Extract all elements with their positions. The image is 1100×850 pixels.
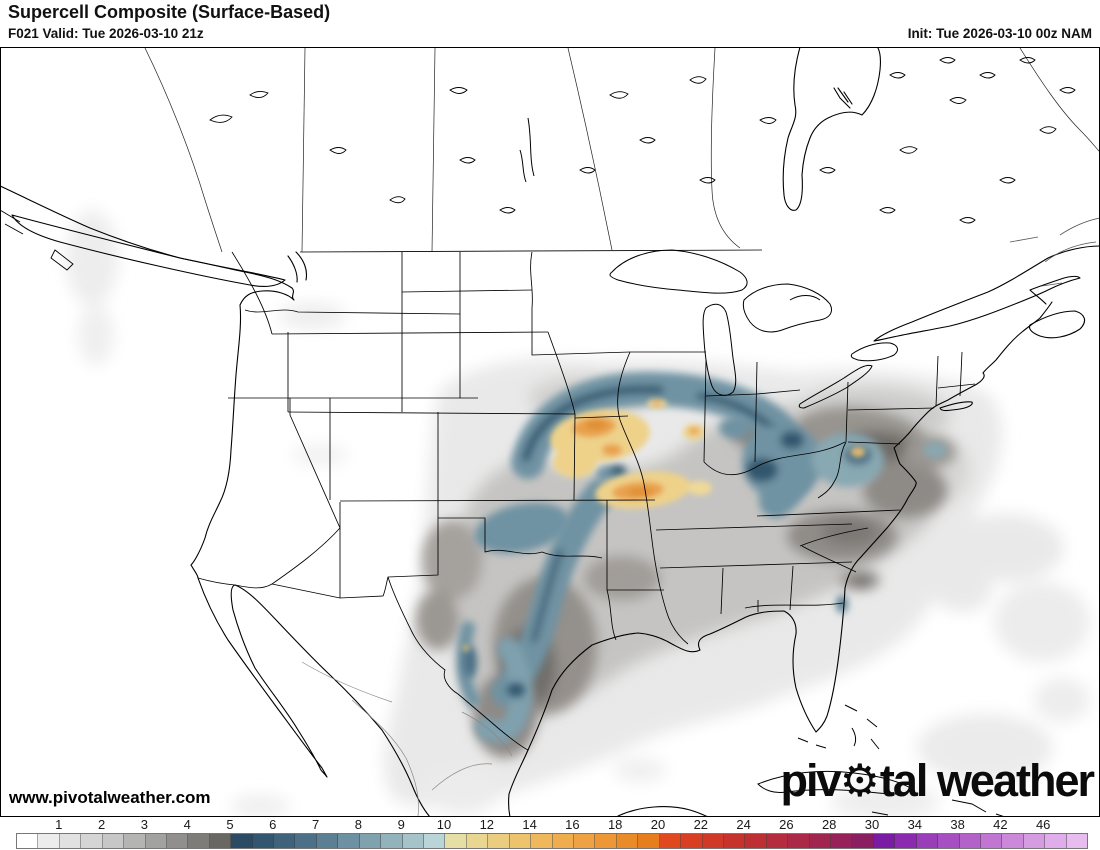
colorbar-segment xyxy=(552,834,574,848)
colorbar-segment xyxy=(1023,834,1046,848)
colorbar-tick-label: 22 xyxy=(693,817,709,832)
colorbar-tick-label: 5 xyxy=(226,817,234,832)
colorbar-segment xyxy=(274,834,296,848)
colorbar-tick-label: 24 xyxy=(736,817,751,832)
colorbar-tick-label: 2 xyxy=(97,817,106,832)
colorbar-segment xyxy=(595,834,617,848)
colorbar-segment xyxy=(102,834,125,848)
colorbar-segment xyxy=(852,834,874,848)
colorbar-tick-label: 20 xyxy=(650,817,666,832)
colorbar-segment xyxy=(166,834,189,848)
canada-province-borders xyxy=(144,48,1099,253)
colorbar-tick-label: 6 xyxy=(269,817,277,832)
colorbar-tick-label: 9 xyxy=(397,817,405,832)
colorbar-tick-label: 10 xyxy=(436,817,452,832)
mexico-state-borders xyxy=(301,661,513,816)
colorbar-segment xyxy=(124,834,146,848)
colorbar-segment xyxy=(1002,834,1024,848)
colorbar-segment xyxy=(745,834,767,848)
colorbar-segment xyxy=(788,834,810,848)
colorbar-tick-label: 46 xyxy=(1035,817,1051,832)
state-borders xyxy=(197,249,976,751)
colorbar-segment xyxy=(681,834,703,848)
colorbar-segment xyxy=(895,834,917,848)
colorbar-segment xyxy=(509,834,532,848)
logo-text-left: piv xyxy=(780,755,842,806)
atlantic-canada-coastlines xyxy=(1009,217,1099,287)
map-canvas xyxy=(1,48,1099,816)
colorbar-segment xyxy=(252,834,275,848)
colorbar-tick-label: 4 xyxy=(183,817,191,832)
colorbar-segment xyxy=(766,834,789,848)
colorbar-segment xyxy=(316,834,339,848)
colorbar-segment xyxy=(445,834,467,848)
small-lakes-and-islands xyxy=(1,57,1076,271)
colorbar-tick-label: 28 xyxy=(821,817,837,832)
colorbar-segment xyxy=(959,834,981,848)
colorbar-segment xyxy=(231,834,253,848)
colorbar-segment xyxy=(402,834,425,848)
colorbar-tick-label: 38 xyxy=(950,817,965,832)
colorbar-tick-label: 34 xyxy=(907,817,923,832)
colorbar-segment xyxy=(209,834,232,848)
logo-text-right: tal weather xyxy=(879,755,1095,806)
forecast-map: www.pivotalweather.com piv⚙tal weather xyxy=(0,47,1100,817)
colorbar-segment xyxy=(809,834,832,848)
colorbar-segment xyxy=(980,834,1003,848)
colorbar-segment xyxy=(573,834,596,848)
colorbar-segment xyxy=(359,834,382,848)
watermark: www.pivotalweather.com xyxy=(9,788,211,807)
valid-time-label: F021 Valid: Tue 2026-03-10 21z xyxy=(8,26,204,41)
colorbar-tick-label: 14 xyxy=(522,817,537,832)
colorbar-segment xyxy=(1066,834,1088,848)
colorbar-tick-label: 30 xyxy=(864,817,880,832)
colorbar-segment xyxy=(616,834,639,848)
colorbar-tick-label: 8 xyxy=(354,817,363,832)
colorbar-tick-label: 42 xyxy=(993,817,1008,832)
colorbar-tick-label: 26 xyxy=(779,817,794,832)
colorbar-segment xyxy=(831,834,853,848)
page-title: Supercell Composite (Surface-Based) xyxy=(8,2,331,22)
colorbar-segment xyxy=(638,834,660,848)
colorbar-segment xyxy=(531,834,553,848)
colorbar-segment xyxy=(702,834,724,848)
colorbar: 1 2 3 4 5 6 7 8 9 10 12 14 16 18 20 22 24 26 28 30 34 38 42 46 xyxy=(16,817,1088,850)
colorbar-segment xyxy=(916,834,939,848)
great-lakes xyxy=(519,117,898,409)
colorbar-tick-label: 7 xyxy=(311,817,320,832)
colorbar-segment xyxy=(938,834,960,848)
pivotal-weather-logo: piv⚙tal weather xyxy=(780,754,1095,807)
colorbar-segment xyxy=(466,834,489,848)
colorbar-segment xyxy=(17,834,39,848)
colorbar-segment xyxy=(659,834,682,848)
colorbar-segment xyxy=(381,834,403,848)
colorbar-tick-label: 18 xyxy=(607,817,623,832)
colorbar-segment xyxy=(338,834,360,848)
colorbar-ticks: 1 2 3 4 5 6 7 8 9 10 12 14 16 18 20 22 24 26 28 30 34 38 42 46 xyxy=(16,817,1086,832)
colorbar-segment xyxy=(38,834,60,848)
colorbar-segment xyxy=(145,834,167,848)
header: Supercell Composite (Surface-Based) F021… xyxy=(0,0,1100,47)
colorbar-tick-label: 3 xyxy=(140,817,149,832)
colorbar-segment xyxy=(81,834,103,848)
colorbar-segment xyxy=(1045,834,1067,848)
caribbean-coastlines xyxy=(757,704,1004,816)
init-time-label: Init: Tue 2026-03-10 00z NAM xyxy=(907,26,1092,41)
colorbar-tick-label: 16 xyxy=(565,817,580,832)
colorbar-tick-label: 12 xyxy=(479,817,495,832)
colorbar-segment xyxy=(873,834,896,848)
colorbar-segment xyxy=(723,834,746,848)
colorbar-segment xyxy=(424,834,446,848)
colorbar-segment xyxy=(488,834,510,848)
colorbar-segment xyxy=(59,834,82,848)
coastlines xyxy=(1,48,1099,816)
colorbar-segments xyxy=(16,833,1088,849)
colorbar-tick-label: 1 xyxy=(55,817,63,832)
colorbar-segment xyxy=(295,834,317,848)
scp-field-blue-patches xyxy=(463,417,947,697)
gear-icon: ⚙ xyxy=(839,755,880,806)
colorbar-segment xyxy=(188,834,210,848)
